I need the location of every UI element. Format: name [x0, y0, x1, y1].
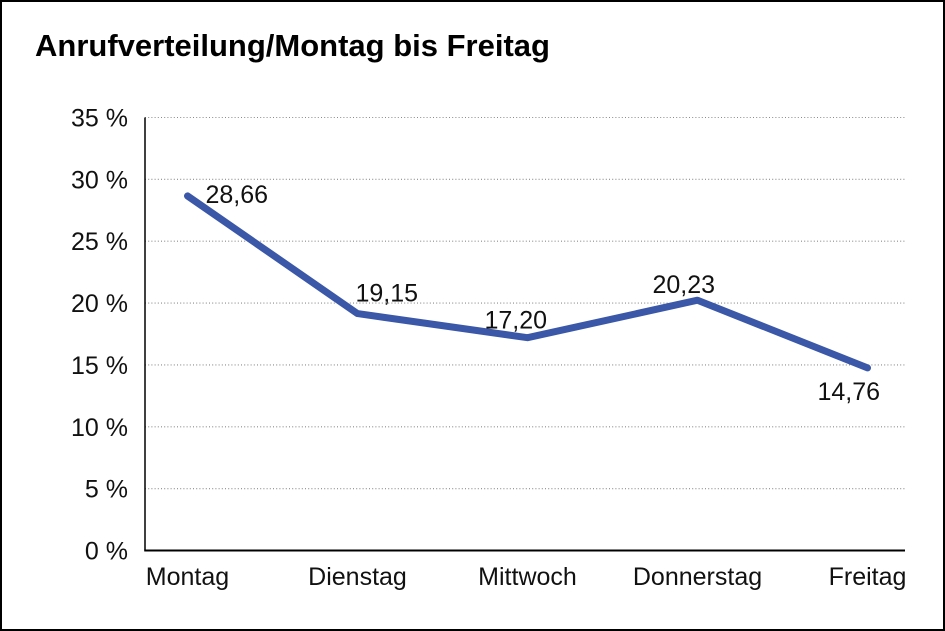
x-axis-tick-label: Mittwoch	[478, 563, 577, 591]
y-axis-tick-label: 20 %	[71, 290, 128, 318]
chart-title: Anrufverteilung/Montag bis Freitag	[35, 28, 550, 63]
data-label: 17,20	[485, 307, 548, 335]
x-axis-tick-label: Montag	[146, 563, 229, 591]
data-label: 19,15	[356, 280, 419, 308]
series-line	[184, 192, 871, 372]
x-axis-tick-label: Freitag	[829, 563, 907, 591]
y-axis-tick-label: 15 %	[71, 352, 128, 380]
y-axis-tick-label: 10 %	[71, 414, 128, 442]
data-label: 14,76	[818, 378, 881, 406]
y-axis-tick-label: 0 %	[85, 538, 128, 566]
x-axis-tick-label: Dienstag	[308, 563, 407, 591]
x-axis-tick-label: Donnerstag	[633, 563, 762, 591]
y-axis-tick-label: 35 %	[71, 105, 128, 133]
y-axis-tick-label: 5 %	[85, 476, 128, 504]
data-label: 28,66	[206, 181, 269, 209]
data-label: 20,23	[653, 271, 716, 299]
y-axis-tick-label: 25 %	[71, 228, 128, 256]
y-axis-tick-label: 30 %	[71, 166, 128, 194]
